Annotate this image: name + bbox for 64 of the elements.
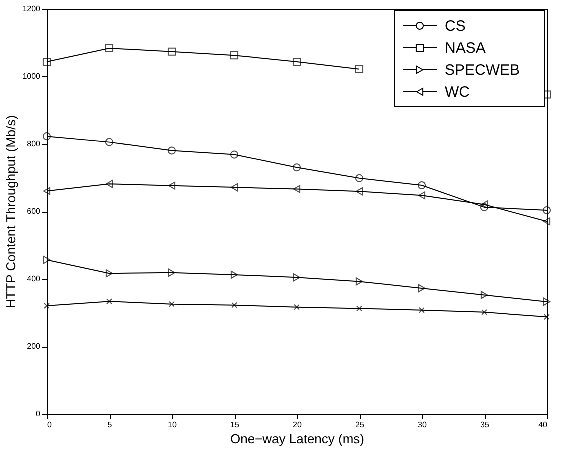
point	[168, 146, 176, 155]
point	[292, 58, 302, 66]
point	[44, 303, 50, 309]
point	[230, 270, 238, 279]
point	[418, 181, 426, 190]
point	[105, 44, 114, 53]
x-tick-label: 10	[168, 420, 178, 430]
y-tick-label: 400	[27, 274, 42, 284]
y-tick-label: 200	[27, 342, 42, 351]
x-tick-label: 40	[538, 420, 548, 430]
y-tick-label: 800	[27, 140, 42, 148]
point	[230, 150, 239, 159]
point	[106, 270, 114, 278]
point	[43, 187, 51, 196]
legend-label: CS	[445, 18, 466, 35]
legend-label: WC	[445, 84, 470, 101]
point	[480, 203, 489, 212]
point	[293, 185, 301, 194]
point	[106, 180, 114, 188]
legend-label: SPECWEB	[445, 62, 520, 79]
point	[355, 65, 364, 74]
point	[292, 164, 302, 172]
point	[230, 184, 238, 192]
point	[294, 304, 300, 310]
x-tick-label: 20	[293, 420, 302, 430]
x-tick-label: 35	[480, 420, 490, 430]
y-axis-title: HTTP Content Throughput (Mb/s)	[4, 115, 19, 309]
point	[105, 138, 114, 146]
point	[293, 274, 301, 282]
y-tick-label: 0	[36, 410, 42, 418]
y-tick-label: 1200	[22, 4, 42, 14]
point	[542, 206, 552, 215]
legend-label: NASA	[445, 40, 486, 57]
point	[480, 200, 488, 209]
point	[42, 132, 52, 141]
x-tick-label: 5	[108, 420, 113, 430]
point	[480, 291, 488, 300]
point	[544, 314, 550, 320]
point	[232, 302, 238, 308]
point	[418, 192, 426, 200]
point	[168, 182, 176, 190]
point	[419, 307, 425, 314]
point	[230, 52, 239, 60]
y-tick-label: 600	[27, 207, 42, 216]
point	[169, 301, 175, 308]
x-tick-label: 15	[230, 420, 240, 430]
point	[543, 218, 551, 226]
x-axis-title: One−way Latency (ms)	[230, 432, 365, 446]
point	[168, 48, 176, 56]
point	[355, 174, 364, 182]
x-tick-label: 30	[418, 420, 428, 430]
y-tick-label: 1000	[22, 72, 42, 81]
point	[168, 268, 176, 277]
x-tick-label: 0	[48, 420, 52, 430]
point	[356, 306, 362, 312]
point	[356, 188, 364, 196]
point	[543, 298, 551, 306]
point	[43, 256, 51, 264]
point	[482, 309, 488, 316]
point	[418, 284, 426, 292]
x-tick-label: 25	[356, 420, 365, 430]
point	[106, 298, 112, 305]
point	[42, 58, 52, 66]
point	[356, 278, 364, 286]
